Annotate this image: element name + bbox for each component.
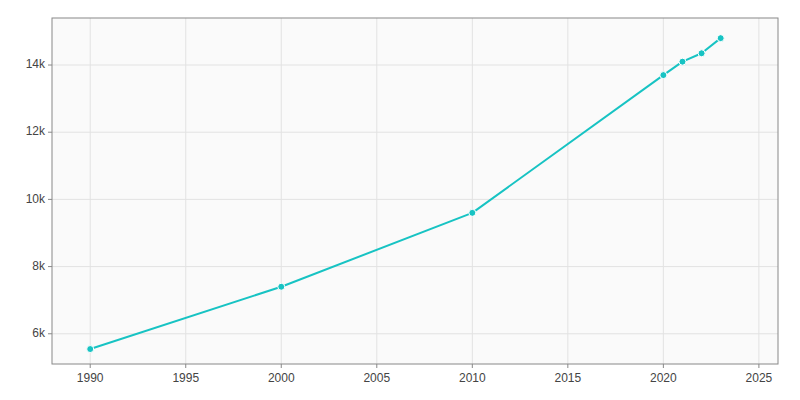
x-grid-line [567, 18, 568, 364]
x-tick [90, 364, 91, 368]
grid [52, 18, 778, 364]
x-tick-label: 2010 [459, 371, 486, 385]
x-tick [281, 364, 282, 368]
x-grid-line [376, 18, 377, 364]
x-tick [567, 364, 568, 368]
x-tick-label: 2015 [554, 371, 581, 385]
x-grid-line [281, 18, 282, 364]
y-tick-label: 8k [32, 259, 46, 273]
y-tick [48, 132, 52, 133]
chart-container: 6k 8k 10k 12k 14k 1990 1995 2000 2005 2010 2015 202… [0, 0, 800, 400]
x-tick-label: 2020 [650, 371, 677, 385]
x-tick [472, 364, 473, 368]
y-grid-line [52, 266, 778, 267]
y-grid-line [52, 132, 778, 133]
x-tick-label: 2025 [746, 371, 773, 385]
x-grid-line [472, 18, 473, 364]
x-tick-label: 1990 [77, 371, 104, 385]
x-tick-label: 1995 [172, 371, 199, 385]
x-grid-line [90, 18, 91, 364]
series-marker [469, 209, 476, 216]
y-grid-line [52, 65, 778, 66]
x-tick [185, 364, 186, 368]
x-tick-label: 2000 [268, 371, 295, 385]
series-marker [278, 283, 285, 290]
series-line [90, 38, 720, 349]
y-grid-line [52, 333, 778, 334]
y-tick [48, 333, 52, 334]
x-tick [758, 364, 759, 368]
y-tick [48, 199, 52, 200]
series [87, 35, 724, 353]
y-tick-label: 10k [26, 192, 46, 206]
series-marker [698, 50, 705, 57]
plot-background [52, 18, 778, 364]
x-grid-line [663, 18, 664, 364]
y-tick [48, 65, 52, 66]
y-tick-label: 12k [26, 124, 46, 138]
x-tick [376, 364, 377, 368]
series-marker [660, 72, 667, 79]
series-marker [87, 346, 94, 353]
x-tick-label: 2005 [363, 371, 390, 385]
series-marker [717, 35, 724, 42]
axes: 6k 8k 10k 12k 14k 1990 1995 2000 2005 2010 2015 202… [26, 57, 773, 385]
chart-svg: 6k 8k 10k 12k 14k 1990 1995 2000 2005 2010 2015 202… [0, 0, 800, 400]
y-tick-label: 14k [26, 57, 46, 71]
y-tick-label: 6k [32, 326, 46, 340]
y-grid-line [52, 199, 778, 200]
x-grid-line [758, 18, 759, 364]
series-marker [679, 58, 686, 65]
plot-frame [52, 18, 778, 364]
y-tick [48, 266, 52, 267]
x-grid-line [185, 18, 186, 364]
x-tick [663, 364, 664, 368]
